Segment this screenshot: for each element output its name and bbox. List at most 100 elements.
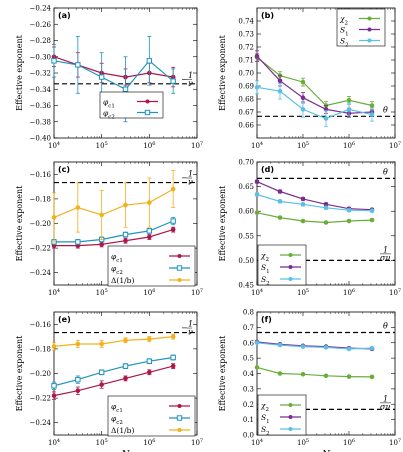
x-tick-label: 105 bbox=[297, 141, 309, 150]
reference-label: θ bbox=[383, 167, 388, 176]
data-point bbox=[254, 85, 260, 90]
legend-marker bbox=[177, 404, 182, 408]
series-line bbox=[256, 193, 373, 212]
y-tick-label: 0.70 bbox=[238, 159, 254, 167]
y-tick-label: 0.68 bbox=[238, 96, 254, 104]
data-point bbox=[277, 88, 283, 94]
reference-label-num: 1 bbox=[188, 170, 193, 179]
y-tick-label: 0.69 bbox=[238, 83, 254, 91]
data-point bbox=[122, 86, 129, 92]
x-tick-label: 105 bbox=[96, 141, 108, 150]
legend-frame bbox=[99, 91, 164, 119]
data-point bbox=[147, 369, 152, 375]
legend-label: S2 bbox=[261, 275, 270, 287]
x-tick-label: 106 bbox=[143, 288, 155, 297]
series-1 bbox=[51, 216, 176, 245]
data-point bbox=[98, 369, 105, 375]
series-line bbox=[256, 55, 373, 114]
reference-label-minus: − bbox=[181, 324, 188, 333]
legend-marker bbox=[177, 278, 182, 282]
data-point bbox=[346, 98, 352, 103]
y-tick-label: 0.74 bbox=[238, 18, 254, 26]
data-point bbox=[323, 345, 329, 350]
data-point bbox=[254, 210, 260, 215]
y-tick-label: −0.22 bbox=[30, 395, 51, 403]
data-point bbox=[122, 363, 129, 369]
x-tick-label: 105 bbox=[96, 288, 108, 297]
data-point bbox=[75, 341, 81, 347]
y-tick-label: −0.16 bbox=[30, 171, 52, 179]
data-point bbox=[369, 103, 375, 108]
x-tick-label: 106 bbox=[343, 438, 355, 447]
legend-marker bbox=[144, 109, 151, 116]
data-point bbox=[98, 74, 105, 80]
series-2 bbox=[254, 340, 375, 352]
data-point bbox=[123, 337, 128, 343]
data-point bbox=[346, 107, 352, 112]
x-tick-label: 107 bbox=[389, 438, 401, 447]
data-point bbox=[170, 186, 176, 192]
series-line bbox=[256, 56, 373, 107]
legend-marker bbox=[367, 16, 372, 21]
y-tick-label: 0.2 bbox=[243, 401, 254, 409]
reference-label-minus: − bbox=[181, 174, 188, 183]
data-point bbox=[369, 112, 375, 117]
data-point bbox=[75, 388, 81, 394]
legend-marker bbox=[177, 254, 182, 258]
data-point bbox=[146, 228, 153, 234]
x-axis-label: N bbox=[121, 450, 131, 452]
legend-label: S2 bbox=[261, 425, 270, 437]
data-point bbox=[123, 238, 128, 244]
series-line bbox=[54, 229, 174, 247]
data-point bbox=[254, 192, 260, 197]
data-point bbox=[346, 374, 352, 379]
data-point bbox=[300, 371, 306, 377]
x-tick-label: 104 bbox=[251, 438, 263, 447]
y-axis-label: Effective exponent bbox=[218, 335, 227, 412]
legend-marker bbox=[145, 99, 150, 104]
x-tick-label: 107 bbox=[389, 288, 401, 297]
legend-marker bbox=[288, 253, 293, 257]
data-point bbox=[254, 340, 260, 346]
reference-label: θ bbox=[383, 105, 388, 114]
y-tick-label: 0.73 bbox=[238, 31, 254, 39]
x-tick-label: 105 bbox=[297, 438, 309, 447]
reference-label: −1ν bbox=[181, 320, 193, 337]
y-tick-label: 0.0 bbox=[243, 432, 254, 440]
reference-label-den: σν bbox=[380, 402, 390, 411]
y-tick-label: −0.26 bbox=[30, 21, 52, 29]
data-point bbox=[300, 218, 306, 224]
series-line bbox=[53, 56, 174, 78]
y-tick-label: −0.24 bbox=[30, 419, 52, 427]
x-axis-label: N bbox=[321, 450, 331, 452]
panel-f: 104 105 106 107 0.0 0.1 0.2 0.3 0.4 0.5 0.6 0.7 0.8 E… bbox=[218, 309, 401, 452]
series-line bbox=[256, 342, 373, 350]
reference-label-num: 1 bbox=[383, 245, 388, 254]
data-point bbox=[300, 202, 306, 207]
reference-label-num: 1 bbox=[188, 320, 193, 329]
legend-marker bbox=[176, 265, 183, 271]
x-tick-label: 106 bbox=[343, 141, 355, 150]
reference-label-minus: − bbox=[181, 75, 188, 84]
reference-label-num: 1 bbox=[383, 394, 388, 403]
data-point bbox=[346, 218, 352, 224]
data-point bbox=[323, 220, 329, 225]
reference-label: −1ν bbox=[181, 170, 193, 187]
data-point bbox=[75, 62, 81, 68]
y-axis-label: Effective exponent bbox=[15, 185, 24, 262]
reference-label-den: ν bbox=[188, 79, 193, 88]
panel-label: (f) bbox=[261, 315, 272, 324]
data-point bbox=[369, 374, 375, 380]
legend-label: φc1 bbox=[111, 402, 123, 414]
data-point bbox=[51, 215, 57, 220]
x-tick-label: 104 bbox=[251, 288, 263, 297]
series-line bbox=[256, 181, 373, 211]
series-2 bbox=[51, 170, 176, 243]
data-point bbox=[369, 208, 375, 214]
y-tick-label: 0.4 bbox=[243, 370, 255, 378]
panel-e: 104 105 106 107 −0.24 −0.22 −0.20 −0.18 −0.16 Eff… bbox=[15, 311, 203, 452]
